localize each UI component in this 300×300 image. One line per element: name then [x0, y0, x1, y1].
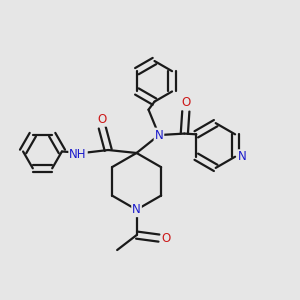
Text: N: N: [132, 203, 141, 216]
Text: NH: NH: [69, 148, 87, 161]
Text: O: O: [181, 96, 190, 109]
Text: O: O: [162, 232, 171, 244]
Text: O: O: [98, 113, 107, 126]
Text: N: N: [238, 150, 247, 163]
Text: N: N: [154, 129, 163, 142]
